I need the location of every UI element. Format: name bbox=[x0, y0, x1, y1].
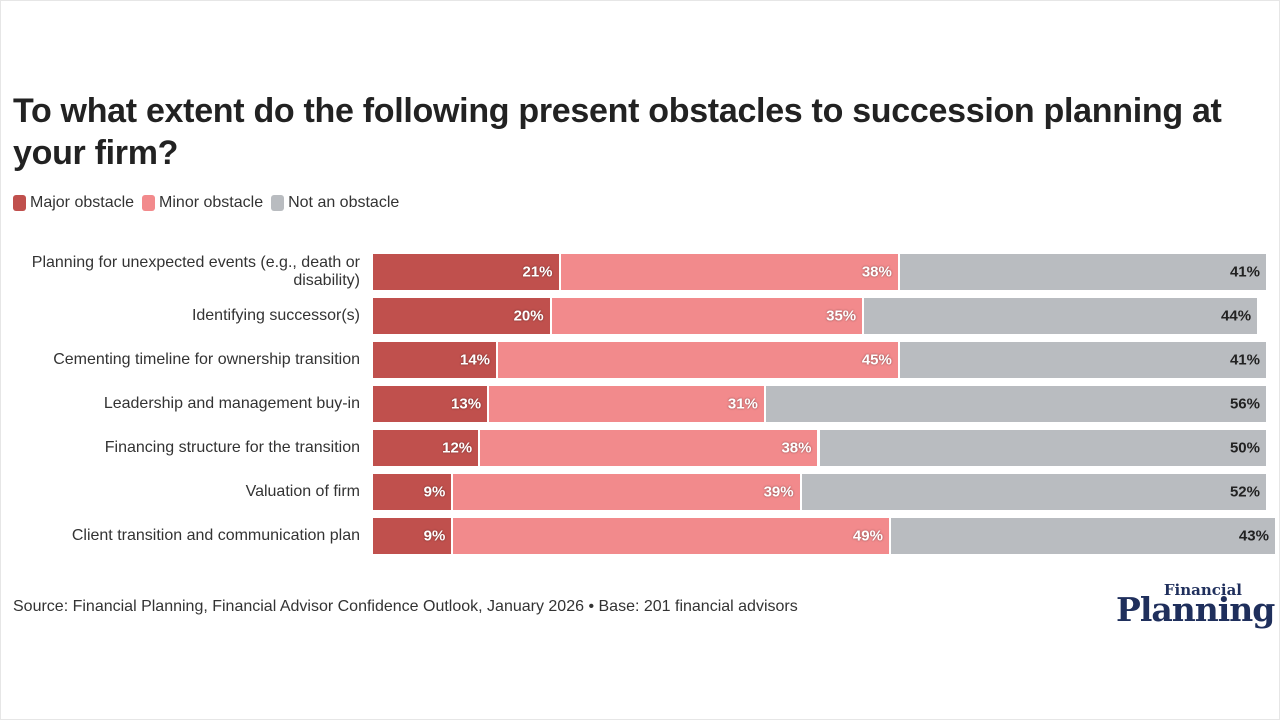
bar-segment-not: 41% bbox=[899, 342, 1266, 378]
legend-swatch-major bbox=[13, 195, 26, 211]
bar-segment-major: 13% bbox=[373, 386, 490, 422]
bar-row: Leadership and management buy-in 13% 31% 56… bbox=[0, 386, 1280, 422]
category-label: Financing structure for the transition bbox=[104, 439, 360, 456]
bar-track: 12% 38% 50% bbox=[373, 430, 1266, 466]
legend: Major obstacle Minor obstacle Not an obs… bbox=[13, 193, 407, 213]
bar-track: 9% 39% 52% bbox=[373, 474, 1266, 510]
bar-row: Financing structure for the transition 12… bbox=[0, 430, 1280, 466]
bar-segment-not: 50% bbox=[819, 430, 1266, 466]
data-label-not: 52% bbox=[1229, 483, 1260, 501]
data-label-minor: 38% bbox=[861, 263, 892, 281]
bar-segment-minor: 31% bbox=[489, 386, 766, 422]
data-label-minor: 35% bbox=[826, 307, 857, 325]
bar-segment-not: 56% bbox=[765, 386, 1266, 422]
legend-item-not: Not an obstacle bbox=[271, 194, 399, 212]
data-label-major: 9% bbox=[423, 483, 446, 501]
bar-track: 20% 35% 44% bbox=[373, 298, 1266, 334]
chart-plot-area: Planning for unexpected events (e.g., de… bbox=[0, 250, 1280, 560]
bar-row: Valuation of firm 9% 39% 52% bbox=[0, 474, 1280, 510]
bar-segment-major: 14% bbox=[373, 342, 499, 378]
data-label-major: 13% bbox=[451, 395, 482, 413]
data-label-major: 9% bbox=[423, 527, 446, 545]
bar-track: 13% 31% 56% bbox=[373, 386, 1266, 422]
category-label: Leadership and management buy-in bbox=[103, 395, 360, 412]
category-label: Identifying successor(s) bbox=[191, 307, 360, 324]
legend-item-major: Major obstacle bbox=[13, 194, 134, 212]
data-label-not: 56% bbox=[1229, 395, 1260, 413]
legend-swatch-minor bbox=[142, 195, 156, 211]
bar-segment-major: 12% bbox=[373, 430, 481, 466]
legend-label-not: Not an obstacle bbox=[288, 194, 400, 211]
bar-segment-minor: 35% bbox=[551, 298, 865, 334]
bar-segment-not: 43% bbox=[890, 518, 1275, 554]
data-label-not: 50% bbox=[1229, 439, 1260, 457]
bar-segment-major: 9% bbox=[373, 518, 454, 554]
data-label-not: 43% bbox=[1238, 527, 1269, 545]
source-note: Source: Financial Planning, Financial Ad… bbox=[13, 598, 798, 615]
legend-item-minor: Minor obstacle bbox=[142, 194, 263, 212]
bar-segment-major: 20% bbox=[373, 298, 552, 334]
data-label-minor: 38% bbox=[781, 439, 812, 457]
bar-row: Cementing timeline for ownership transit… bbox=[0, 342, 1280, 378]
legend-label-minor: Minor obstacle bbox=[159, 194, 264, 211]
data-label-major: 14% bbox=[459, 351, 491, 369]
logo-text-main: Planning bbox=[1116, 590, 1275, 629]
bar-row: Planning for unexpected events (e.g., de… bbox=[0, 254, 1280, 290]
data-label-minor: 49% bbox=[852, 527, 883, 545]
data-label-major: 12% bbox=[442, 439, 473, 457]
bar-row: Client transition and communication plan… bbox=[0, 518, 1280, 554]
data-label-minor: 31% bbox=[727, 395, 758, 413]
bar-segment-minor: 39% bbox=[453, 474, 802, 510]
category-label: Cementing timeline for ownership transit… bbox=[53, 351, 360, 368]
category-label: Client transition and communication plan bbox=[71, 527, 360, 544]
data-label-minor: 45% bbox=[861, 351, 892, 369]
data-label-major: 20% bbox=[513, 307, 544, 325]
legend-label-major: Major obstacle bbox=[30, 194, 135, 211]
category-label: Valuation of firm bbox=[245, 483, 360, 500]
legend-swatch-not bbox=[271, 195, 285, 211]
bar-segment-major: 21% bbox=[373, 254, 561, 290]
bar-segment-minor: 49% bbox=[453, 518, 891, 554]
chart-title: To what extent do the following present … bbox=[13, 92, 1222, 172]
bar-segment-minor: 45% bbox=[498, 342, 900, 378]
bar-segment-not: 52% bbox=[801, 474, 1266, 510]
data-label-not: 41% bbox=[1229, 351, 1260, 369]
data-label-not: 41% bbox=[1229, 263, 1260, 281]
data-label-minor: 39% bbox=[763, 483, 794, 501]
bar-track: 14% 45% 41% bbox=[373, 342, 1266, 378]
data-label-major: 21% bbox=[522, 263, 553, 281]
bar-track: 9% 49% 43% bbox=[373, 518, 1275, 554]
bar-track: 21% 38% 41% bbox=[373, 254, 1266, 290]
bar-segment-not: 44% bbox=[864, 298, 1258, 334]
bar-segment-minor: 38% bbox=[560, 254, 900, 290]
category-label: Planning for unexpected events (e.g., de… bbox=[31, 254, 360, 289]
bar-row: Identifying successor(s) 20% 35% 44% bbox=[0, 298, 1280, 334]
financial-planning-logo: Financial Planning bbox=[1116, 581, 1275, 628]
data-label-not: 44% bbox=[1221, 307, 1252, 325]
bar-segment-not: 41% bbox=[899, 254, 1266, 290]
bar-segment-minor: 38% bbox=[480, 430, 820, 466]
bar-segment-major: 9% bbox=[373, 474, 454, 510]
logo-text-top: Financial bbox=[1163, 581, 1242, 599]
